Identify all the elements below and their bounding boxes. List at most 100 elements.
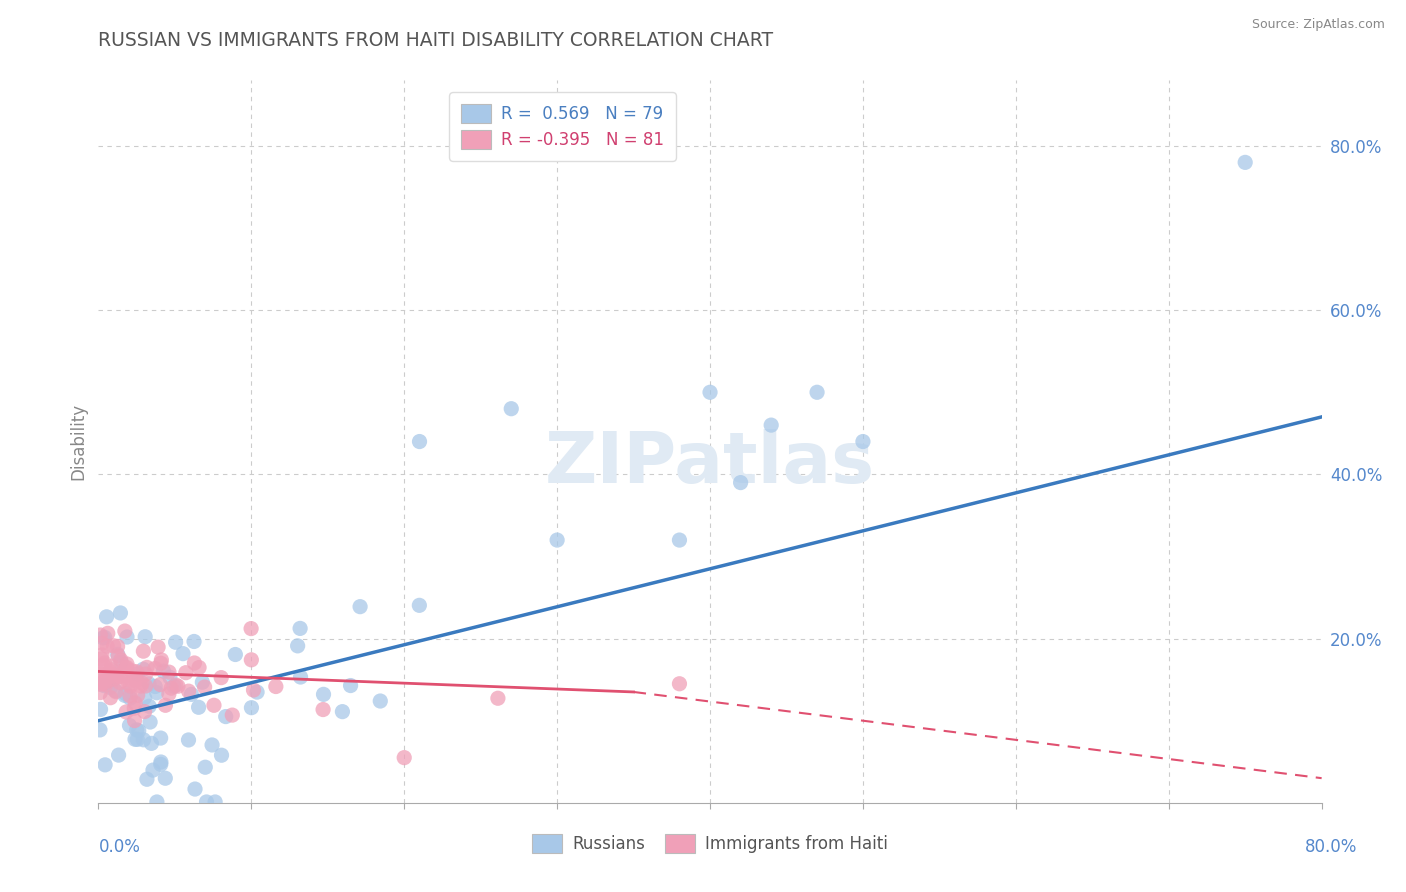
Point xyxy=(160,681,183,695)
Point xyxy=(242,683,264,698)
Point xyxy=(149,677,172,691)
Point xyxy=(209,671,232,685)
Point xyxy=(759,418,782,433)
Point xyxy=(408,434,430,449)
Point xyxy=(288,621,311,635)
Point xyxy=(149,755,172,769)
Point xyxy=(110,669,132,683)
Point xyxy=(183,656,205,670)
Point xyxy=(184,782,207,797)
Point xyxy=(90,702,112,716)
Point xyxy=(165,678,187,692)
Point xyxy=(290,670,312,684)
Point xyxy=(120,679,142,693)
Point xyxy=(115,661,138,675)
Point xyxy=(368,694,391,708)
Point xyxy=(246,685,269,699)
Point xyxy=(96,610,118,624)
Point xyxy=(730,475,752,490)
Point xyxy=(96,639,118,653)
Point xyxy=(125,665,148,679)
Point xyxy=(93,676,115,690)
Point xyxy=(132,732,155,747)
Point xyxy=(165,635,187,649)
Point xyxy=(668,533,690,547)
Point xyxy=(264,680,287,694)
Point xyxy=(134,690,156,705)
Point xyxy=(177,733,200,747)
Point xyxy=(224,648,246,662)
Point xyxy=(91,631,114,645)
Point xyxy=(90,636,112,650)
Point xyxy=(114,687,136,701)
Point xyxy=(501,401,523,416)
Point xyxy=(145,686,167,700)
Point xyxy=(155,771,177,785)
Point xyxy=(94,757,117,772)
Text: ZIPatlas: ZIPatlas xyxy=(546,429,875,498)
Point xyxy=(111,665,134,680)
Point xyxy=(312,702,335,716)
Point xyxy=(146,795,169,809)
Point xyxy=(135,679,157,693)
Point xyxy=(191,675,214,690)
Point xyxy=(125,673,148,687)
Point xyxy=(174,665,197,680)
Point xyxy=(100,681,122,695)
Point xyxy=(115,705,138,719)
Point xyxy=(167,679,190,693)
Point xyxy=(172,647,194,661)
Point xyxy=(149,757,172,772)
Point xyxy=(115,660,138,674)
Point xyxy=(104,683,127,698)
Point xyxy=(159,670,181,684)
Point xyxy=(188,660,211,674)
Legend: Russians, Immigrants from Haiti: Russians, Immigrants from Haiti xyxy=(526,827,894,860)
Point xyxy=(699,385,721,400)
Point xyxy=(141,736,163,750)
Point xyxy=(332,705,354,719)
Point xyxy=(180,687,202,701)
Point xyxy=(155,698,177,713)
Point xyxy=(143,661,166,675)
Point xyxy=(110,655,132,669)
Point xyxy=(143,680,166,694)
Point xyxy=(121,664,143,678)
Point xyxy=(100,690,122,705)
Point xyxy=(152,664,174,678)
Point xyxy=(107,640,129,654)
Point xyxy=(135,660,157,674)
Point xyxy=(240,653,263,667)
Point xyxy=(240,622,263,636)
Point xyxy=(128,723,150,738)
Point xyxy=(100,659,122,673)
Point xyxy=(93,656,115,670)
Point xyxy=(115,657,138,671)
Point xyxy=(129,679,152,693)
Point xyxy=(546,533,568,547)
Point xyxy=(211,748,233,763)
Point xyxy=(124,701,146,715)
Point xyxy=(486,691,509,706)
Text: Source: ZipAtlas.com: Source: ZipAtlas.com xyxy=(1251,18,1385,31)
Point xyxy=(157,687,180,701)
Point xyxy=(201,738,224,752)
Point xyxy=(138,699,160,714)
Point xyxy=(89,628,111,642)
Point xyxy=(339,679,361,693)
Point xyxy=(177,684,200,698)
Point xyxy=(118,689,141,703)
Point xyxy=(142,763,165,777)
Point xyxy=(114,624,136,638)
Point xyxy=(157,665,180,680)
Point xyxy=(101,663,124,677)
Point xyxy=(146,640,169,654)
Point xyxy=(240,700,263,714)
Point xyxy=(806,385,828,400)
Point xyxy=(118,677,141,691)
Point xyxy=(127,666,149,681)
Point xyxy=(149,731,172,745)
Point xyxy=(135,667,157,681)
Point xyxy=(89,723,111,737)
Point xyxy=(93,679,115,693)
